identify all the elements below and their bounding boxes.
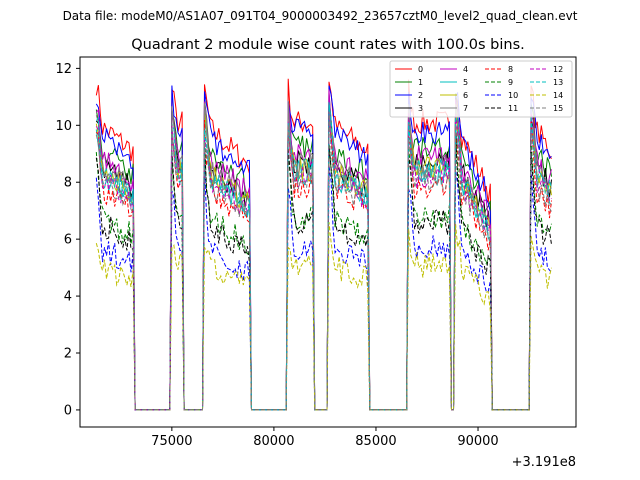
y-tick-label: 2 [64,347,72,362]
legend-label-2: 2 [418,91,423,100]
x-tick-label: 80000 [253,434,294,449]
legend-label-5: 5 [463,78,468,87]
legend-label-15: 15 [553,104,563,113]
legend-label-1: 1 [418,78,423,87]
chart-suptitle: Data file: modeM0/AS1A07_091T04_90000034… [63,9,578,23]
legend-label-3: 3 [418,104,423,113]
x-tick-label: 90000 [457,434,498,449]
chart-title: Quadrant 2 module wise count rates with … [131,37,525,53]
legend-label-14: 14 [553,91,563,100]
legend-label-12: 12 [553,65,563,74]
legend-label-4: 4 [463,65,468,74]
series-line-10 [95,166,552,411]
legend-label-7: 7 [463,104,468,113]
legend-frame [389,60,573,118]
series-lines [95,78,552,411]
y-tick-label: 8 [64,176,72,191]
legend-label-6: 6 [463,91,468,100]
x-offset-label: +3.191e8 [512,455,576,470]
x-tick-label: 85000 [355,434,396,449]
legend-label-13: 13 [553,78,563,87]
legend-label-9: 9 [508,78,513,87]
legend-label-11: 11 [508,104,518,113]
plot-frame [79,56,577,428]
y-tick-label: 4 [64,290,72,305]
legend-label-10: 10 [508,91,518,100]
series-line-15 [95,111,552,411]
legend-label-0: 0 [418,65,423,74]
legend-label-8: 8 [508,65,513,74]
y-tick-label: 0 [64,403,72,418]
x-tick-label: 75000 [151,434,192,449]
y-tick-label: 12 [55,62,72,77]
y-tick-label: 6 [64,233,72,248]
y-tick-label: 10 [55,119,72,134]
